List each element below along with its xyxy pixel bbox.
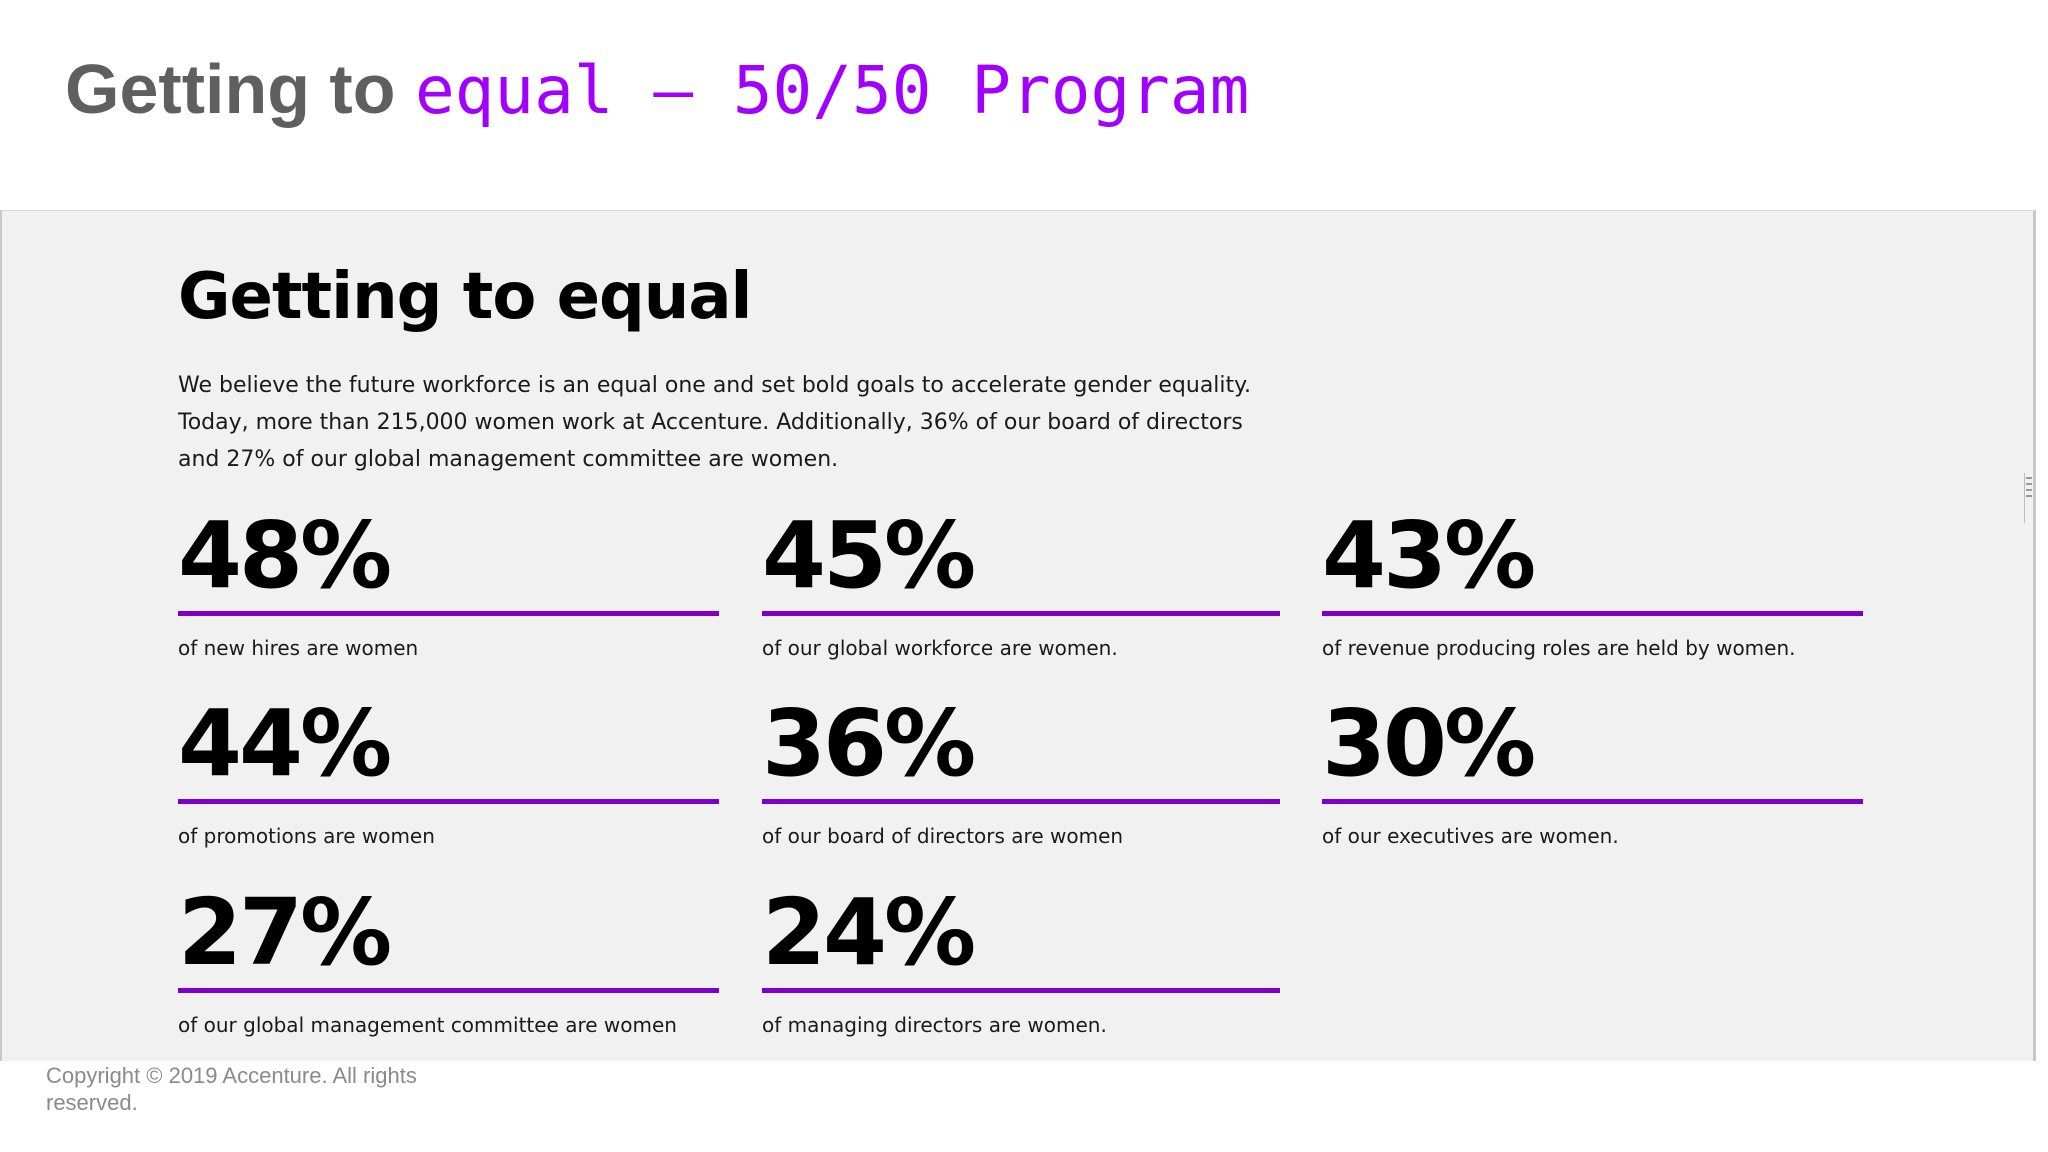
slide-title-lead: Getting to bbox=[65, 50, 415, 128]
content-panel: Getting to equal We believe the future w… bbox=[0, 210, 2036, 1061]
stat-underline bbox=[178, 611, 719, 616]
stat-underline bbox=[178, 988, 719, 993]
scrollbar-thumb[interactable] bbox=[2024, 473, 2033, 523]
stat-label: of revenue producing roles are held by w… bbox=[1322, 636, 1796, 660]
copyright-text: Copyright © 2019 Accenture. All rights r… bbox=[46, 1063, 417, 1115]
stat-card: 43% of revenue producing roles are held … bbox=[1322, 501, 1863, 660]
stat-card: 45% of our global workforce are women. bbox=[762, 501, 1280, 660]
stat-card: 27% of our global management committee a… bbox=[178, 878, 719, 1037]
stat-label: of promotions are women bbox=[178, 824, 435, 848]
stat-card: 48% of new hires are women bbox=[178, 501, 719, 660]
stat-underline bbox=[762, 799, 1280, 804]
stat-label: of our executives are women. bbox=[1322, 824, 1619, 848]
stat-value: 48% bbox=[178, 502, 392, 609]
slide-title-accent: equal – 50/50 Program bbox=[414, 52, 1250, 129]
stat-label: of managing directors are women. bbox=[762, 1013, 1107, 1037]
stat-card: 36% of our board of directors are women bbox=[762, 689, 1280, 848]
stat-value: 45% bbox=[762, 502, 976, 609]
stat-value: 27% bbox=[178, 879, 392, 986]
stat-card: 24% of managing directors are women. bbox=[762, 878, 1280, 1037]
stat-card: 44% of promotions are women bbox=[178, 689, 719, 848]
stat-label: of our board of directors are women bbox=[762, 824, 1124, 848]
stat-underline bbox=[762, 611, 1280, 616]
stat-underline bbox=[178, 799, 719, 804]
stat-value: 44% bbox=[178, 690, 392, 797]
stat-value: 30% bbox=[1322, 690, 1536, 797]
stat-value: 43% bbox=[1322, 502, 1536, 609]
stat-value: 24% bbox=[762, 879, 976, 986]
stat-card: 30% of our executives are women. bbox=[1322, 689, 1863, 848]
stat-underline bbox=[762, 988, 1280, 993]
stat-underline bbox=[1322, 611, 1863, 616]
stat-label: of new hires are women bbox=[178, 636, 419, 660]
stat-value: 36% bbox=[762, 690, 976, 797]
slide-title: Getting to equal – 50/50 Program bbox=[65, 44, 1249, 136]
intro-paragraph: We believe the future workforce is an eq… bbox=[178, 373, 1252, 472]
stat-underline bbox=[1322, 799, 1863, 804]
panel-heading: Getting to equal bbox=[178, 260, 752, 334]
stat-label: of our global workforce are women. bbox=[762, 636, 1118, 660]
stat-label: of our global management committee are w… bbox=[178, 1013, 677, 1037]
